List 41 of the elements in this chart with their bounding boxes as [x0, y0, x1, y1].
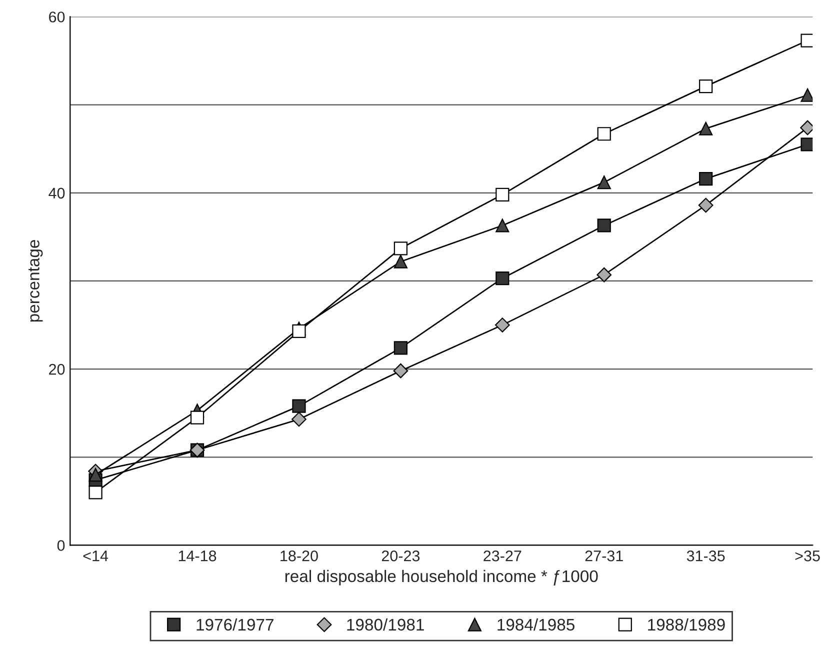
point: [698, 198, 714, 213]
point: [699, 80, 713, 94]
y-tick-label: 60: [49, 12, 65, 22]
point: [596, 267, 612, 282]
y-tick-label: 0: [57, 540, 65, 551]
legend-label: 1976/1977: [196, 618, 274, 631]
x-tick-label: 31-35: [686, 550, 725, 562]
point: [393, 363, 408, 378]
x-tick-label: <14: [83, 550, 108, 562]
point: [597, 176, 611, 190]
point: [496, 188, 510, 202]
point: [699, 122, 713, 136]
x-tick-label: >35: [795, 550, 820, 562]
x-tick-label: 20-23: [382, 550, 420, 562]
y-axis-title: percentage: [28, 240, 43, 322]
point: [394, 254, 408, 268]
x-tick-label: 18-20: [280, 550, 318, 562]
point: [496, 272, 510, 286]
point: [496, 218, 510, 232]
x-tick-label: 14-18: [178, 550, 216, 562]
legend-label: 1988/1989: [648, 618, 725, 631]
y-tick-label: 40: [48, 188, 65, 199]
point: [292, 324, 306, 338]
x-tick-label: 23-27: [484, 550, 522, 562]
legend-label: 1984/1985: [498, 618, 574, 631]
point: [394, 242, 408, 256]
point: [190, 410, 204, 424]
point: [699, 172, 713, 186]
point: [88, 468, 102, 482]
point: [292, 399, 306, 413]
point: [800, 138, 813, 152]
point: [394, 341, 408, 355]
legend-label: 1980/1981: [347, 618, 424, 631]
point: [597, 218, 611, 232]
point: [292, 412, 306, 427]
point: [494, 318, 510, 332]
x-axis-title: real disposable household income * ƒ1000: [285, 570, 598, 586]
y-tick-label: 20: [49, 364, 65, 375]
point: [800, 88, 813, 102]
x-tick-label: 27-31: [585, 550, 623, 562]
point: [597, 127, 611, 141]
